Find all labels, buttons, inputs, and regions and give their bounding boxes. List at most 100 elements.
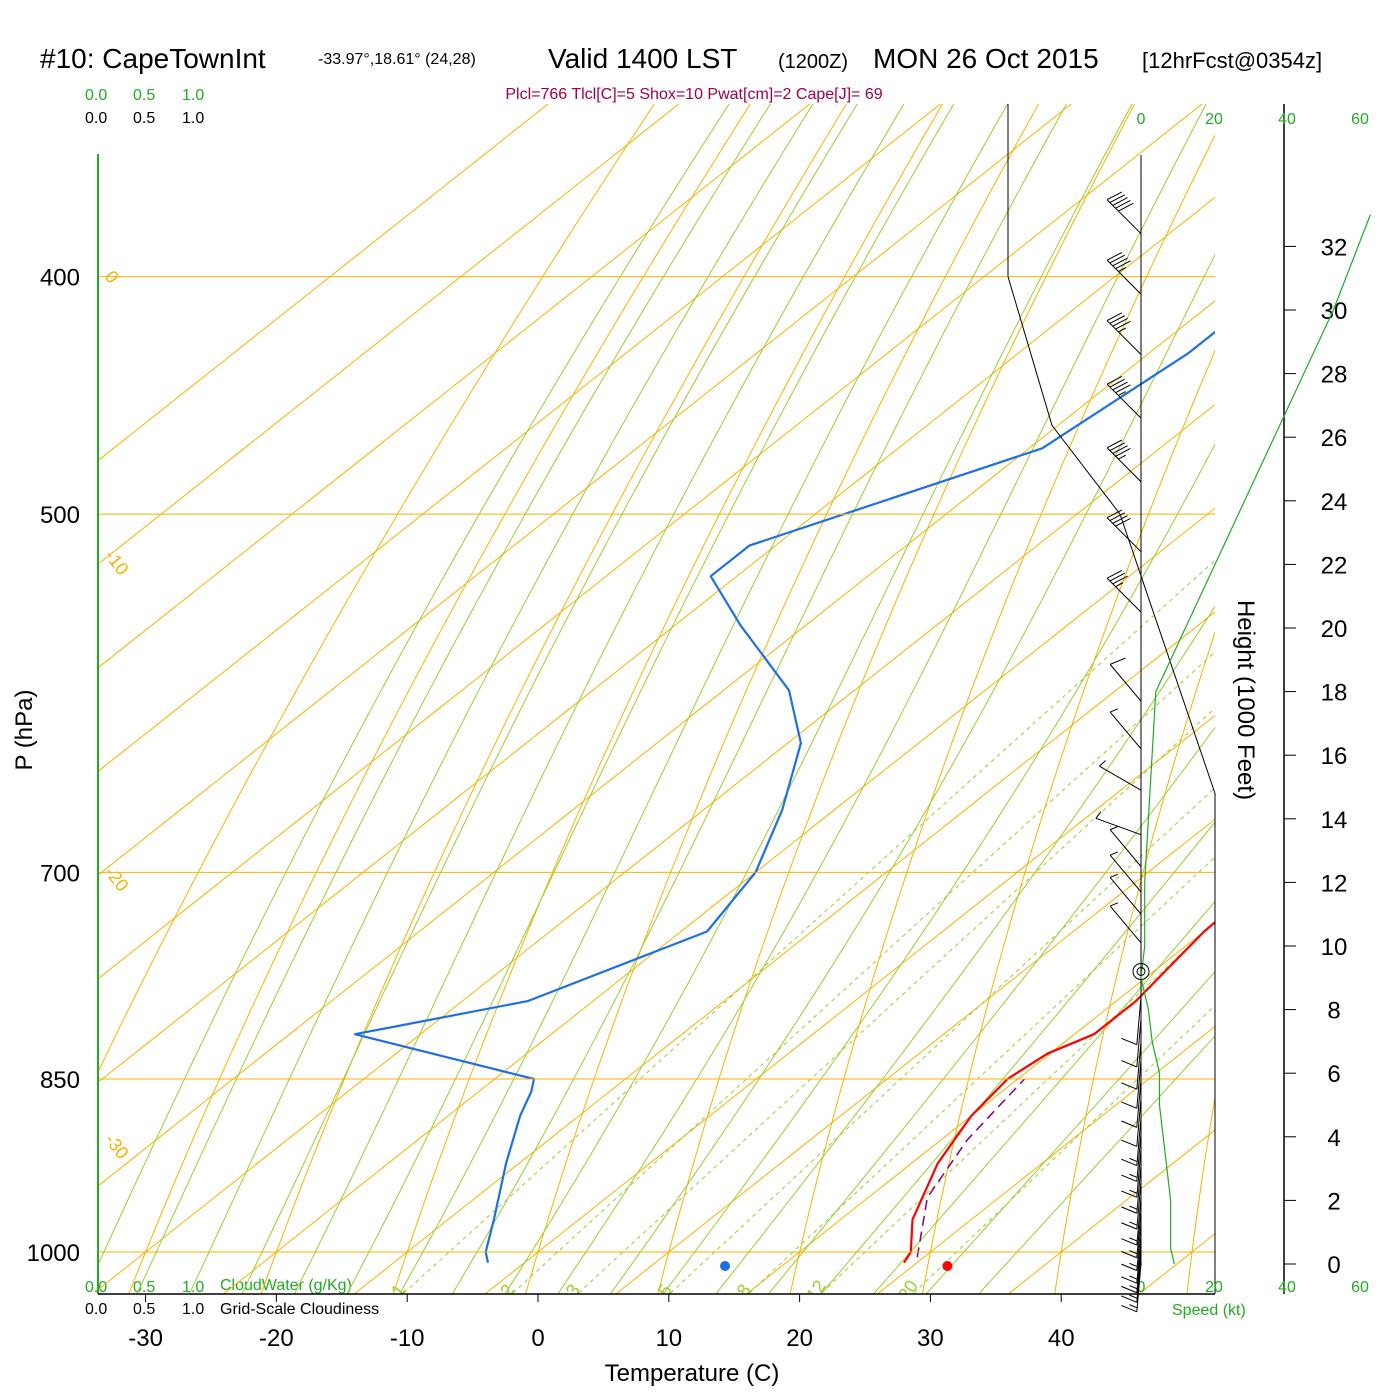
moist-adiabat-line [609,253,1215,1294]
wind-barb-half [1129,1189,1138,1194]
isotherm-line [98,104,811,669]
moist-adiabat-line [820,821,1215,1294]
wind-barb-half [1129,1157,1138,1163]
wind-barb-half [1129,1304,1138,1309]
height-tick-label: 12 [1321,870,1348,897]
speed-tick-top: 40 [1278,111,1296,128]
speed-tick-top: 60 [1351,111,1369,128]
wind-speed-line [1140,214,1371,1265]
height-tick-label: 2 [1327,1188,1340,1215]
cloudwater-tick-0: 0.0 [85,87,107,104]
calm-wind-marker-inner [1136,966,1146,976]
wind-barb-flag [1112,381,1128,391]
wind-barb-staff [1136,1019,1142,1068]
temperature-profile-line [903,920,1215,1264]
station-coords: -33.97°,18.61° (24,28) [318,51,476,68]
wind-barb-flag [1109,512,1125,522]
wind-barb-staff [1109,854,1142,893]
wind-barb-flag [1121,1222,1138,1230]
wind-barb-half [1129,1237,1138,1242]
speed-tick-bottom: 20 [1205,1279,1223,1296]
wind-barb-flag [1121,1276,1138,1284]
cloud-scale-bottom: 0.0 0.5 1.0 CloudWater (g/Kg) 0.0 0.5 1.… [85,1277,379,1318]
sounding-indices: Plcl=766 Tlcl[C]=5 Shox=10 Pwat[cm]=2 Ca… [505,86,882,103]
mixing-ratio-line [402,559,1215,1294]
cloudwater-label: CloudWater (g/Kg) [220,1277,352,1294]
wind-barb-staff [1109,711,1142,750]
temperature-tick-label: 40 [1048,1325,1075,1352]
cloudiness-tick-2-bottom: 1.0 [182,1301,204,1318]
wind-barb-flag [1109,572,1125,582]
forecast-info: [12hrFcst@0354z] [1142,48,1322,73]
height-tick-label: 28 [1321,362,1348,389]
dry-adiabat-line [260,104,847,1294]
dry-adiabat-line [921,349,1215,1294]
wind-barb-half [1099,760,1106,767]
wind-barb-flag [1112,575,1128,585]
speed-tick-bottom: 40 [1278,1279,1296,1296]
height-tick-label: 24 [1321,489,1348,516]
wind-barb-staff [1136,1117,1142,1166]
surface-temperature-marker [942,1261,953,1271]
wind-barb-flag [1112,515,1128,524]
wind-barb-staff [1106,320,1142,355]
wind-barb-flag [1106,375,1123,385]
moist-adiabat-line [767,726,1215,1294]
wind-barb-half [1095,811,1102,819]
wind-barb-flag [1121,1158,1138,1166]
wind-barb-staff [1136,1060,1142,1109]
isotherm-line [98,104,1203,980]
moist-adiabat-line [188,104,814,1294]
dry-adiabat-line [1054,630,1215,1294]
cloudiness-tick-1-bottom: 0.5 [133,1301,155,1318]
temperature-tick-label: 20 [786,1325,813,1352]
wind-barb-staff [1136,1133,1142,1182]
pressure-tick-label: 400 [40,265,80,292]
wind-barb-staff [1136,1098,1142,1147]
wind-barb-half [1109,851,1119,856]
moist-adiabat-line [557,104,1207,1294]
wind-barb-half [1109,873,1119,878]
dry-adiabat-line [128,104,751,1294]
cloudwater-tick-2-bottom: 1.0 [182,1279,204,1296]
wind-barb-flag [1109,315,1125,324]
wind-barb-flag [1112,257,1128,267]
moist-adiabat-line [715,605,1215,1294]
temperature-tick-label: -30 [128,1325,163,1352]
wind-barb-staff [1109,905,1142,944]
wind-barb-flag [1121,1082,1138,1090]
temperature-tick-label: 0 [531,1325,544,1352]
isotherm-line [98,104,942,773]
wind-barb-flag [1121,1250,1138,1259]
wind-barb-flag [1121,1037,1138,1046]
height-tick-label: 8 [1327,998,1340,1025]
wind-barb-staff [1136,996,1142,1045]
speed-axis-title: Speed (kt) [1172,1302,1246,1319]
wind-barb-staff [1136,1235,1142,1284]
isotherm-line [98,104,1073,876]
pressure-tick-label: 1000 [27,1240,80,1267]
height-tick-label: 26 [1321,425,1348,452]
x-axis-title: Temperature (C) [605,1360,780,1387]
moist-adiabat-line [136,104,771,1294]
moist-adiabat-line [872,900,1215,1294]
wind-barb-half [1129,1294,1138,1299]
wind-barb-flag [1109,378,1125,388]
wind-barb-half [1109,826,1119,831]
station-title: #10: CapeTownInt [40,43,266,74]
wind-barb-flag [1118,202,1134,212]
wind-barb-flag [1121,1190,1138,1198]
wind-barb-flag [1109,254,1125,264]
temperature-tick-label: 10 [655,1325,682,1352]
speed-tick-top: 0 [1137,111,1146,128]
height-axis-title: Height (1000 Feet) [1232,600,1259,800]
zulu-time: (1200Z) [778,51,848,73]
wind-barb-flag [1115,384,1131,394]
wind-panel-edge [1119,513,1216,1294]
dewpoint-profile-line [353,330,1215,1263]
speed-tick-top: 20 [1205,111,1223,128]
isotherm-line [876,1025,1215,1294]
wind-barb-flag [1109,194,1125,204]
mixing-ratio-line [668,787,1215,1294]
isotherm-line [615,818,1215,1294]
